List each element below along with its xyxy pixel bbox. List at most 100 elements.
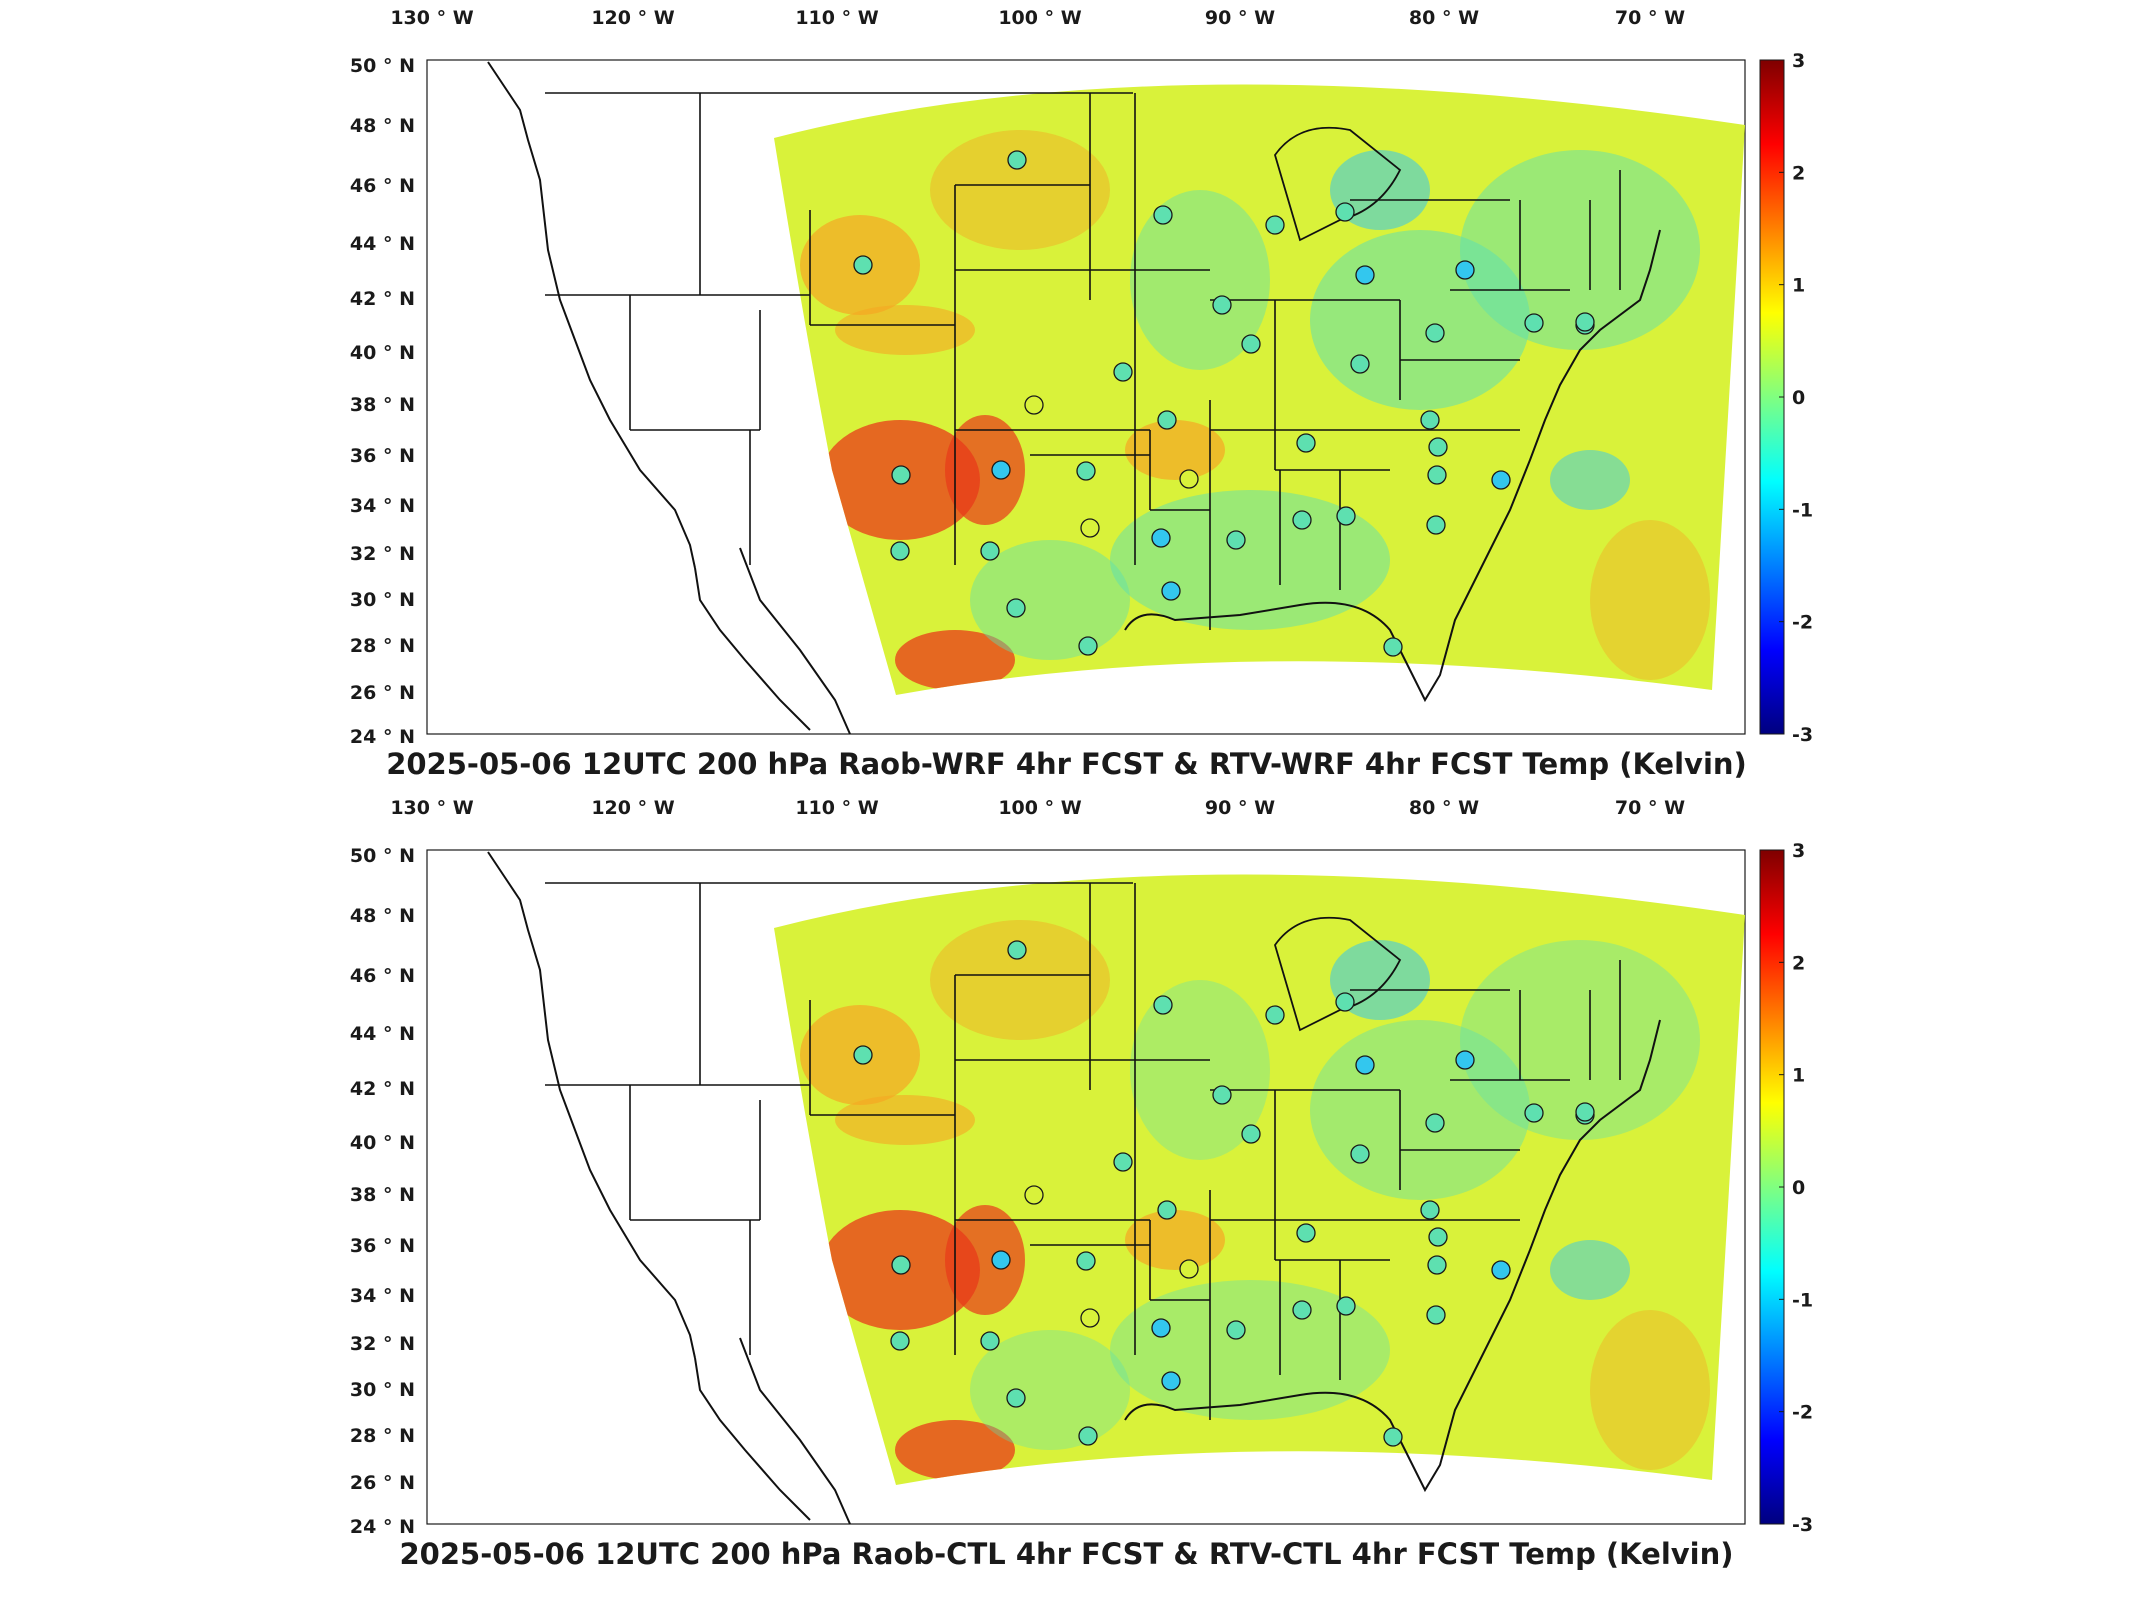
lon-tick-label: 120 ° W — [591, 7, 674, 29]
colorbar-tick-label: -2 — [1792, 1402, 1813, 1424]
west-coastline — [487, 61, 696, 569]
lat-tick-label: 28 ° N — [350, 635, 415, 657]
raob-station-marker — [1425, 323, 1445, 343]
raob-station-marker — [1335, 992, 1355, 1012]
raob-station-marker — [1455, 1050, 1475, 1070]
lat-tick-label: 30 ° N — [350, 1379, 415, 1401]
field-anomaly-patch — [945, 415, 1025, 525]
lat-tick-label: 44 ° N — [350, 233, 415, 255]
raob-station-marker — [1420, 410, 1440, 430]
colorbar-tick-label: 3 — [1792, 840, 1805, 862]
east-coastline — [1124, 229, 1661, 703]
raob-station-marker — [1292, 1300, 1312, 1320]
raob-station-marker — [1425, 1113, 1445, 1133]
lon-tick-label: 90 ° W — [1205, 7, 1275, 29]
raob-station-marker — [1080, 1308, 1100, 1328]
raob-station-marker — [991, 1250, 1011, 1270]
raob-station-marker — [1080, 518, 1100, 538]
raob-station-marker — [1226, 530, 1246, 550]
raob-station-marker — [1296, 1223, 1316, 1243]
raob-station-marker — [1292, 510, 1312, 530]
colorbar-tick-label: 2 — [1792, 162, 1805, 184]
field-anomaly-patch — [945, 1205, 1025, 1315]
raob-station-marker — [1265, 215, 1285, 235]
lat-tick-label: 50 ° N — [350, 55, 415, 77]
lat-tick-label: 36 ° N — [350, 1235, 415, 1257]
raob-station-marker — [1157, 410, 1177, 430]
raob-station-marker — [1336, 506, 1356, 526]
raob-station-marker — [1024, 395, 1044, 415]
field-anomaly-patch — [835, 1095, 975, 1145]
raob-station-marker — [1157, 1200, 1177, 1220]
raob-station-marker — [1336, 1296, 1356, 1316]
raob-stations — [853, 150, 1595, 657]
raob-stations — [853, 940, 1595, 1447]
lat-tick-label: 38 ° N — [350, 394, 415, 416]
raob-station-marker — [1179, 1259, 1199, 1279]
raob-station-marker — [891, 465, 911, 485]
raob-station-marker — [1265, 1005, 1285, 1025]
raob-station-marker — [1426, 515, 1446, 535]
field-anomaly-patch — [930, 920, 1110, 1040]
panel-title-top: 2025-05-06 12UTC 200 hPa Raob-WRF 4hr FC… — [386, 747, 1747, 781]
raob-station-marker — [1383, 637, 1403, 657]
raob-station-marker — [1151, 528, 1171, 548]
raob-station-marker — [1113, 362, 1133, 382]
field-anomaly-patch — [970, 1330, 1130, 1450]
field-anomaly-patch — [1130, 190, 1270, 370]
lat-tick-label: 32 ° N — [350, 1333, 415, 1355]
raob-station-marker — [1113, 1152, 1133, 1172]
lon-tick-label: 110 ° W — [795, 7, 878, 29]
raob-station-marker — [1078, 1426, 1098, 1446]
lat-tick-label: 46 ° N — [350, 965, 415, 987]
raob-station-marker — [1153, 995, 1173, 1015]
lat-tick-label: 32 ° N — [350, 543, 415, 565]
lat-tick-label: 30 ° N — [350, 589, 415, 611]
lat-tick-label: 24 ° N — [350, 1516, 415, 1538]
colorbar-tick-label: -1 — [1792, 1289, 1813, 1311]
lon-tick-label: 80 ° W — [1409, 797, 1479, 819]
raob-station-marker — [853, 1045, 873, 1065]
lat-tick-label: 50 ° N — [350, 845, 415, 867]
lat-tick-label: 38 ° N — [350, 1184, 415, 1206]
field-anomaly-patch — [835, 305, 975, 355]
raob-station-marker — [1212, 1085, 1232, 1105]
lon-tick-label: 130 ° W — [390, 7, 473, 29]
model-domain-field — [774, 874, 1745, 1485]
raob-station-marker — [1491, 470, 1511, 490]
raob-station-marker — [980, 541, 1000, 561]
colorbar-tick-label: -1 — [1792, 499, 1813, 521]
raob-station-marker — [1575, 312, 1595, 332]
raob-station-marker — [1383, 1427, 1403, 1447]
lat-tick-label: 28 ° N — [350, 1425, 415, 1447]
map-figure-top: 130 ° W 120 ° W 110 ° W 100 ° W 90 ° W 80 ° W… — [350, 7, 1813, 748]
colorbar-tick-label: 1 — [1792, 1065, 1805, 1087]
raob-station-marker — [1426, 1305, 1446, 1325]
lon-tick-label: 90 ° W — [1205, 797, 1275, 819]
raob-station-marker — [991, 460, 1011, 480]
lat-tick-label: 44 ° N — [350, 1023, 415, 1045]
lat-tick-label: 34 ° N — [350, 1285, 415, 1307]
field-anomaly-patch — [1330, 150, 1430, 230]
lon-tick-label: 100 ° W — [998, 797, 1081, 819]
colorbar-tick-label: 2 — [1792, 952, 1805, 974]
raob-station-marker — [1076, 461, 1096, 481]
field-anomaly-patch — [1590, 1310, 1710, 1470]
field-anomaly-patch — [1550, 450, 1630, 510]
lat-tick-label: 24 ° N — [350, 726, 415, 748]
raob-station-marker — [1076, 1251, 1096, 1271]
colorbar-tick-label: 3 — [1792, 50, 1805, 72]
raob-station-marker — [1161, 581, 1181, 601]
lat-tick-label: 26 ° N — [350, 1472, 415, 1494]
lon-tick-label: 70 ° W — [1615, 797, 1685, 819]
boundaries — [487, 851, 1661, 1525]
raob-station-marker — [1350, 354, 1370, 374]
raob-station-marker — [1006, 1388, 1026, 1408]
map-figure-bottom: 130 ° W 120 ° W 110 ° W 100 ° W 90 ° W 80 ° W… — [350, 797, 1813, 1538]
field-anomaly-patch — [1110, 1280, 1390, 1420]
raob-station-marker — [1428, 437, 1448, 457]
raob-station-marker — [1428, 1227, 1448, 1247]
map-panel-bottom: 130 ° W 120 ° W 110 ° W 100 ° W 90 ° W 80 ° W… — [0, 790, 2133, 1590]
raob-station-marker — [1427, 465, 1447, 485]
lon-tick-label: 120 ° W — [591, 797, 674, 819]
